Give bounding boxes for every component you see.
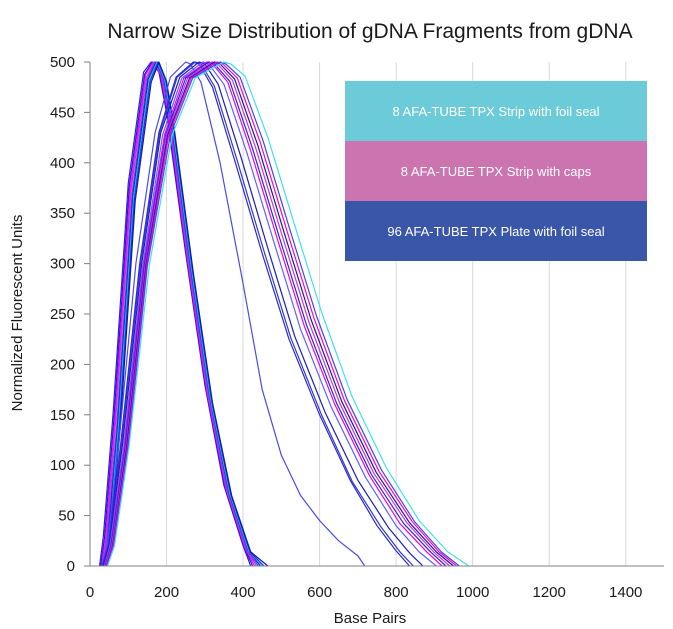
- y-tick-label: 350: [50, 205, 75, 222]
- series-line: [105, 61, 454, 567]
- y-tick-label: 50: [58, 508, 75, 525]
- series-line: [102, 61, 259, 567]
- legend-swatch: [345, 201, 647, 261]
- x-tick-label: 800: [384, 584, 409, 601]
- y-tick-label: 0: [67, 558, 75, 575]
- x-tick-label: 600: [307, 584, 332, 601]
- series-line: [106, 61, 457, 567]
- x-tick-label: 1200: [533, 584, 566, 601]
- legend-label: 8 AFA-TUBE TPX Strip with foil seal: [392, 104, 599, 119]
- x-tick-label: 400: [231, 584, 256, 601]
- legend-swatch: [345, 141, 647, 201]
- series-line: [103, 61, 263, 567]
- y-tick-label: 100: [50, 457, 75, 474]
- series-line: [105, 61, 451, 567]
- series-line: [100, 61, 366, 567]
- x-tick-labels: 0 200 400 600 800 1000 1200 1400: [86, 584, 643, 601]
- y-tick-label: 300: [50, 256, 75, 273]
- y-tick-labels: 0 50 100 150 200 250 300 350 400 450 500: [50, 54, 75, 575]
- series-lines: [99, 61, 470, 567]
- axes: [84, 61, 664, 567]
- y-tick-label: 450: [50, 104, 75, 121]
- series-line: [103, 61, 443, 567]
- series-line: [104, 61, 265, 567]
- x-tick-label: 0: [86, 584, 94, 601]
- series-line: [101, 61, 410, 567]
- x-tick-label: 1400: [609, 584, 642, 601]
- series-line: [104, 61, 447, 567]
- legend-label: 8 AFA-TUBE TPX Strip with caps: [401, 164, 592, 179]
- series-line: [107, 61, 470, 567]
- series-line: [102, 61, 424, 567]
- x-axis-title: Base Pairs: [334, 610, 407, 627]
- series-line: [103, 61, 437, 567]
- legend: 8 AFA-TUBE TPX Strip with foil seal 8 AFA…: [345, 81, 647, 261]
- series-line: [106, 61, 460, 567]
- chart-title: Narrow Size Distribution of gDNA Fragmen…: [107, 20, 632, 43]
- y-tick-label: 200: [50, 356, 75, 373]
- y-tick-label: 250: [50, 306, 75, 323]
- series-line: [102, 61, 414, 567]
- y-tick-label: 500: [50, 54, 75, 71]
- y-tick-label: 150: [50, 407, 75, 424]
- y-tick-label: 400: [50, 155, 75, 172]
- y-axis-title: Normalized Fluorescent Units: [9, 215, 26, 412]
- series-line: [105, 61, 269, 567]
- x-tick-label: 200: [154, 584, 179, 601]
- x-tick-label: 1000: [456, 584, 489, 601]
- legend-label: 96 AFA-TUBE TPX Plate with foil seal: [387, 224, 604, 239]
- legend-swatch: [345, 81, 647, 141]
